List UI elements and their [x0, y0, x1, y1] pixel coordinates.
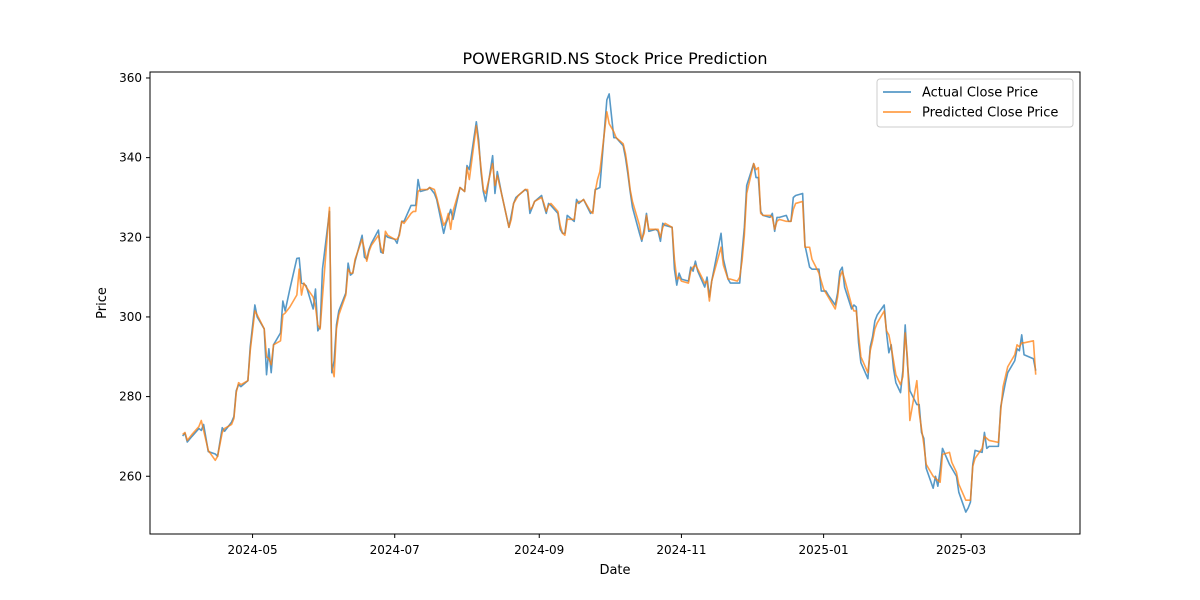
y-axis-label: Price	[95, 287, 110, 319]
chart-title: POWERGRID.NS Stock Price Prediction	[462, 49, 767, 68]
y-tick-label: 300	[119, 310, 142, 324]
legend: Actual Close Price Predicted Close Price	[876, 78, 1074, 128]
series-line-predicted	[182, 111, 1037, 501]
y-axis: 260 280 300 320 340 360	[119, 71, 150, 483]
series-layer	[182, 93, 1037, 513]
x-tick-label: 2024-11	[656, 543, 706, 557]
y-tick-label: 280	[119, 390, 142, 404]
plot-frame	[149, 71, 1081, 535]
x-tick-label: 2024-09	[514, 543, 564, 557]
y-tick-label: 360	[119, 71, 142, 85]
legend-label: Predicted Close Price	[922, 106, 1058, 121]
x-tick-label: 2024-05	[227, 543, 277, 557]
y-tick-label: 320	[119, 230, 142, 244]
legend-label: Actual Close Price	[922, 86, 1038, 101]
legend-box	[876, 78, 1074, 128]
x-axis: 2024-05 2024-07 2024-09 2024-11 2025-01 2025-…	[227, 534, 986, 557]
x-tick-label: 2024-07	[370, 543, 420, 557]
x-axis-label: Date	[599, 563, 630, 578]
y-tick-label: 340	[119, 151, 142, 165]
y-tick-label: 260	[119, 469, 142, 483]
x-tick-label: 2025-01	[799, 543, 849, 557]
x-tick-label: 2025-03	[936, 543, 986, 557]
